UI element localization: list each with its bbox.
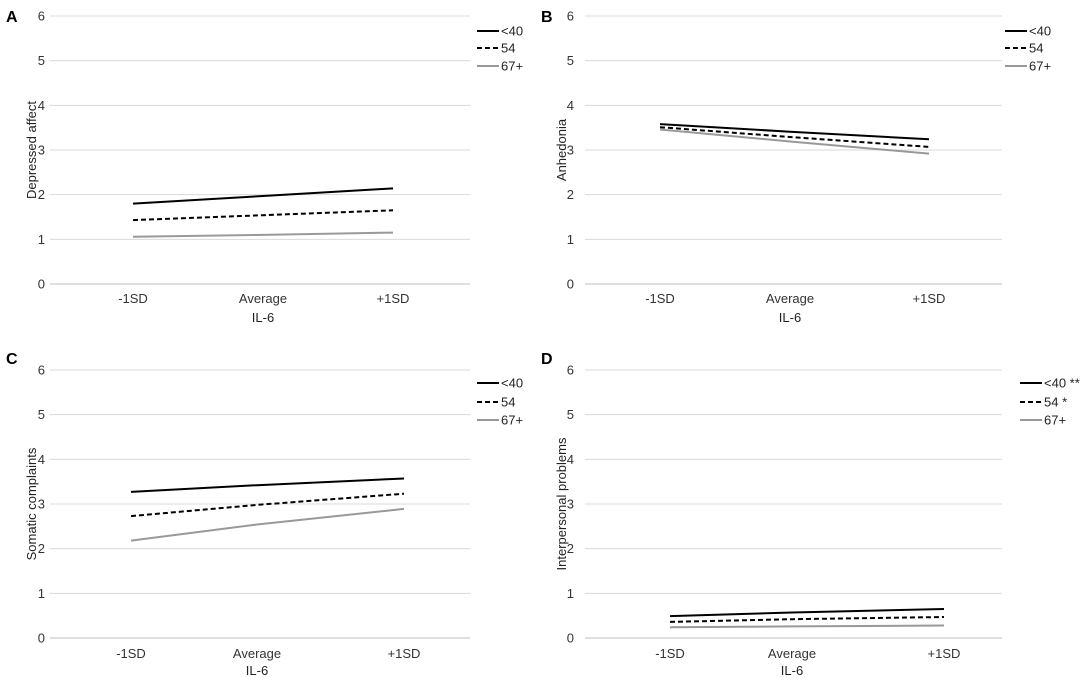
y-tick-label: 0 bbox=[38, 277, 45, 292]
y-tick-label: 4 bbox=[567, 98, 574, 113]
y-axis-title: Anhedonia bbox=[554, 118, 569, 181]
y-tick-label: 3 bbox=[38, 143, 45, 158]
y-tick-label: 4 bbox=[38, 98, 45, 113]
y-tick-label: 1 bbox=[567, 586, 574, 601]
legend-label: 54 * bbox=[1044, 395, 1067, 410]
y-tick-label: 1 bbox=[38, 586, 45, 601]
y-tick-label: 6 bbox=[567, 363, 574, 378]
y-tick-label: 3 bbox=[38, 497, 45, 512]
y-tick-label: 5 bbox=[567, 407, 574, 422]
y-tick-label: 6 bbox=[567, 9, 574, 24]
y-tick-label: 1 bbox=[567, 232, 574, 247]
x-tick-label: -1SD bbox=[118, 291, 148, 306]
series-line-40-b bbox=[659, 123, 930, 141]
series-line-67-d bbox=[669, 624, 945, 629]
y-tick-label: 3 bbox=[567, 497, 574, 512]
legend-label: <40 ** bbox=[1044, 376, 1080, 391]
series-line-54-a bbox=[132, 209, 394, 222]
y-tick-label: 5 bbox=[567, 53, 574, 68]
y-tick-label: 5 bbox=[38, 53, 45, 68]
x-tick-label: -1SD bbox=[645, 291, 675, 306]
y-tick-label: 0 bbox=[567, 277, 574, 292]
legend-label: 67+ bbox=[501, 59, 523, 74]
series-line-40-c bbox=[130, 477, 405, 493]
y-tick-label: 6 bbox=[38, 9, 45, 24]
series-line-40-d bbox=[669, 608, 945, 618]
x-tick-label: +1SD bbox=[913, 291, 946, 306]
x-tick-label: Average bbox=[233, 646, 281, 661]
y-tick-label: 0 bbox=[38, 631, 45, 646]
y-tick-label: 0 bbox=[567, 631, 574, 646]
x-tick-label: Average bbox=[768, 646, 816, 661]
legend-label: <40 bbox=[1029, 24, 1051, 39]
panel-letter: A bbox=[6, 9, 18, 26]
panel-letter: C bbox=[6, 351, 18, 368]
chart-panel-b: B 0 1 2 3 4 5 6 -1SD Average +1SD IL-6 Anhedonia <40 5… bbox=[541, 9, 1051, 326]
x-tick-label: +1SD bbox=[928, 646, 961, 661]
chart-panel-c: C 0 1 2 3 4 5 6 -1SD Average +1SD IL-6 Somatic compl… bbox=[6, 351, 523, 678]
series-line-54-b bbox=[659, 126, 930, 148]
legend-label: 67+ bbox=[1044, 413, 1066, 428]
series-line-54-c bbox=[130, 492, 405, 518]
y-axis-title: Depressed affect bbox=[24, 101, 39, 199]
y-tick-label: 6 bbox=[38, 363, 45, 378]
y-tick-label: 1 bbox=[38, 232, 45, 247]
y-tick-label: 2 bbox=[38, 541, 45, 556]
y-tick-label: 2 bbox=[567, 187, 574, 202]
y-tick-label: 4 bbox=[38, 452, 45, 467]
x-tick-label: +1SD bbox=[377, 291, 410, 306]
y-tick-label: 2 bbox=[567, 541, 574, 556]
y-axis-title: Interpersonal problems bbox=[554, 437, 569, 570]
x-tick-label: -1SD bbox=[116, 646, 146, 661]
x-axis-title: IL-6 bbox=[779, 310, 801, 325]
legend-label: 54 bbox=[501, 395, 515, 410]
x-tick-label: Average bbox=[766, 291, 814, 306]
y-tick-label: 5 bbox=[38, 407, 45, 422]
x-axis-title: IL-6 bbox=[246, 663, 268, 678]
y-tick-label: 4 bbox=[567, 452, 574, 467]
legend-label: 67+ bbox=[1029, 59, 1051, 74]
series-line-40-a bbox=[132, 187, 394, 205]
panel-letter: D bbox=[541, 351, 553, 368]
x-tick-label: +1SD bbox=[388, 646, 421, 661]
series-line-67-a bbox=[132, 231, 394, 238]
legend-label: 67+ bbox=[501, 413, 523, 428]
legend-label: 54 bbox=[1029, 41, 1043, 56]
series-line-67-c bbox=[130, 507, 405, 542]
x-axis-title: IL-6 bbox=[781, 663, 803, 678]
y-tick-label: 3 bbox=[567, 143, 574, 158]
legend-label: <40 bbox=[501, 24, 523, 39]
panel-letter: B bbox=[541, 9, 553, 26]
x-tick-label: Average bbox=[239, 291, 287, 306]
x-tick-label: -1SD bbox=[655, 646, 685, 661]
legend-label: <40 bbox=[501, 376, 523, 391]
y-tick-label: 2 bbox=[38, 187, 45, 202]
y-axis-title: Somatic complaints bbox=[24, 447, 39, 560]
chart-panel-a: A 0 1 2 3 4 5 6 -1SD Average +1SD IL-6 Depressed aff… bbox=[6, 9, 523, 326]
series-line-54-d bbox=[669, 616, 945, 623]
series-line-67-b bbox=[659, 128, 930, 155]
legend-label: 54 bbox=[501, 41, 515, 56]
x-axis-title: IL-6 bbox=[252, 310, 274, 325]
chart-panel-d: D 0 1 2 3 4 5 6 -1SD Average +1SD IL-6 Interpersonal… bbox=[541, 351, 1080, 678]
